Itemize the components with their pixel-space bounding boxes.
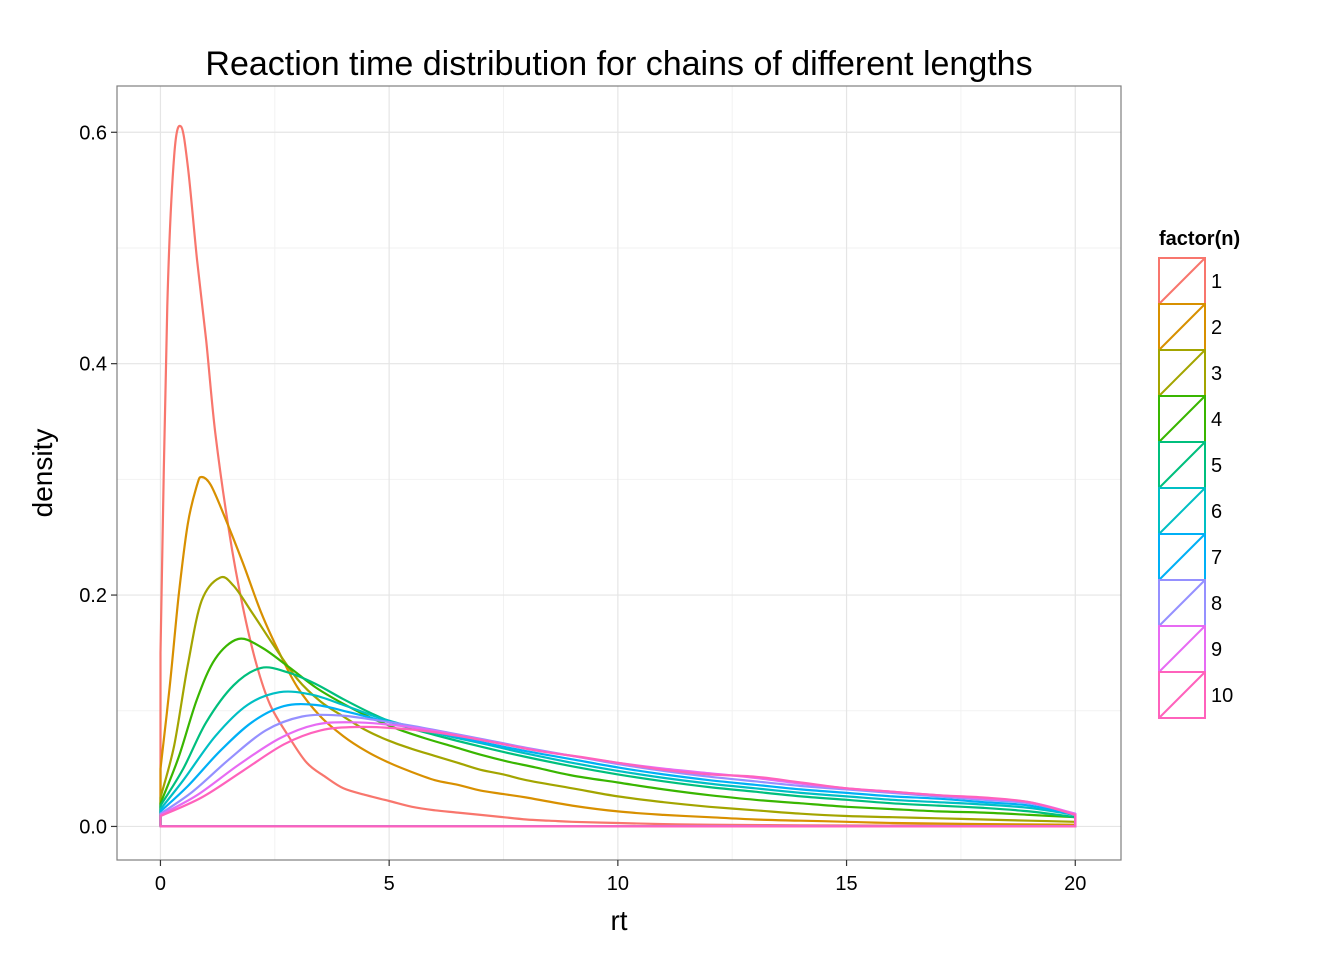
legend-item-3: 3: [1158, 349, 1222, 397]
y-axis-title: density: [27, 429, 58, 518]
plot-background: [117, 86, 1121, 860]
density-curve-2: [159, 475, 1077, 828]
legend-label: 9: [1211, 639, 1222, 661]
x-tick-label: 10: [607, 873, 629, 895]
series-layer: [159, 124, 1077, 828]
y-tick-label: 0.2: [79, 585, 107, 607]
density-curve-5: [159, 666, 1077, 828]
legend-label: 2: [1211, 317, 1222, 339]
legend-key-diagonal: [1158, 533, 1206, 581]
legend-label: 3: [1211, 363, 1222, 385]
legend-key-diagonal: [1158, 395, 1206, 443]
legend-key-diagonal: [1158, 441, 1206, 489]
x-tick-label: 15: [835, 873, 857, 895]
density-curve-7: [159, 702, 1077, 828]
x-tick-label: 0: [155, 873, 166, 895]
legend-label: 10: [1211, 685, 1233, 707]
density-curve-1: [159, 124, 1077, 828]
x-tick-label: 5: [384, 873, 395, 895]
legend-label: 7: [1211, 547, 1222, 569]
legend-label: 5: [1211, 455, 1222, 477]
density-curve-3: [159, 575, 1077, 828]
legend-item-6: 6: [1158, 487, 1222, 535]
legend-key-diagonal: [1158, 303, 1206, 351]
legend-label: 1: [1211, 271, 1222, 293]
chart-title: Reaction time distribution for chains of…: [205, 45, 1032, 83]
y-tick-label: 0.4: [79, 354, 107, 376]
legend-item-9: 9: [1158, 625, 1222, 673]
legend-key-diagonal: [1158, 257, 1206, 305]
y-tick-label: 0.0: [79, 816, 107, 838]
legend-key-diagonal: [1158, 671, 1206, 719]
legend-item-10: 10: [1158, 671, 1233, 719]
legend-label: 8: [1211, 593, 1222, 615]
plot-border: [116, 85, 1122, 861]
legend-item-4: 4: [1158, 395, 1222, 443]
density-curve-10: [159, 725, 1077, 828]
x-axis-title: rt: [610, 905, 627, 936]
density-curve-6: [159, 690, 1077, 828]
legend: factor(n) 1 2 3 4 5 6 7 8 9 10: [1158, 228, 1240, 719]
y-tick-label: 0.6: [79, 122, 107, 144]
legend-item-1: 1: [1158, 257, 1222, 305]
legend-key-diagonal: [1158, 349, 1206, 397]
legend-item-2: 2: [1158, 303, 1222, 351]
legend-label: 6: [1211, 501, 1222, 523]
legend-key-diagonal: [1158, 487, 1206, 535]
legend-item-7: 7: [1158, 533, 1222, 581]
density-curve-4: [159, 637, 1077, 828]
legend-key-diagonal: [1158, 579, 1206, 627]
legend-title: factor(n): [1159, 228, 1240, 250]
x-tick-label: 20: [1064, 873, 1086, 895]
legend-label: 4: [1211, 409, 1222, 431]
legend-item-8: 8: [1158, 579, 1222, 627]
axis-ticks: 0 5 10 15 20 0.0 0.2 0.4 0.6: [79, 122, 1086, 895]
legend-item-5: 5: [1158, 441, 1222, 489]
legend-key-diagonal: [1158, 625, 1206, 673]
